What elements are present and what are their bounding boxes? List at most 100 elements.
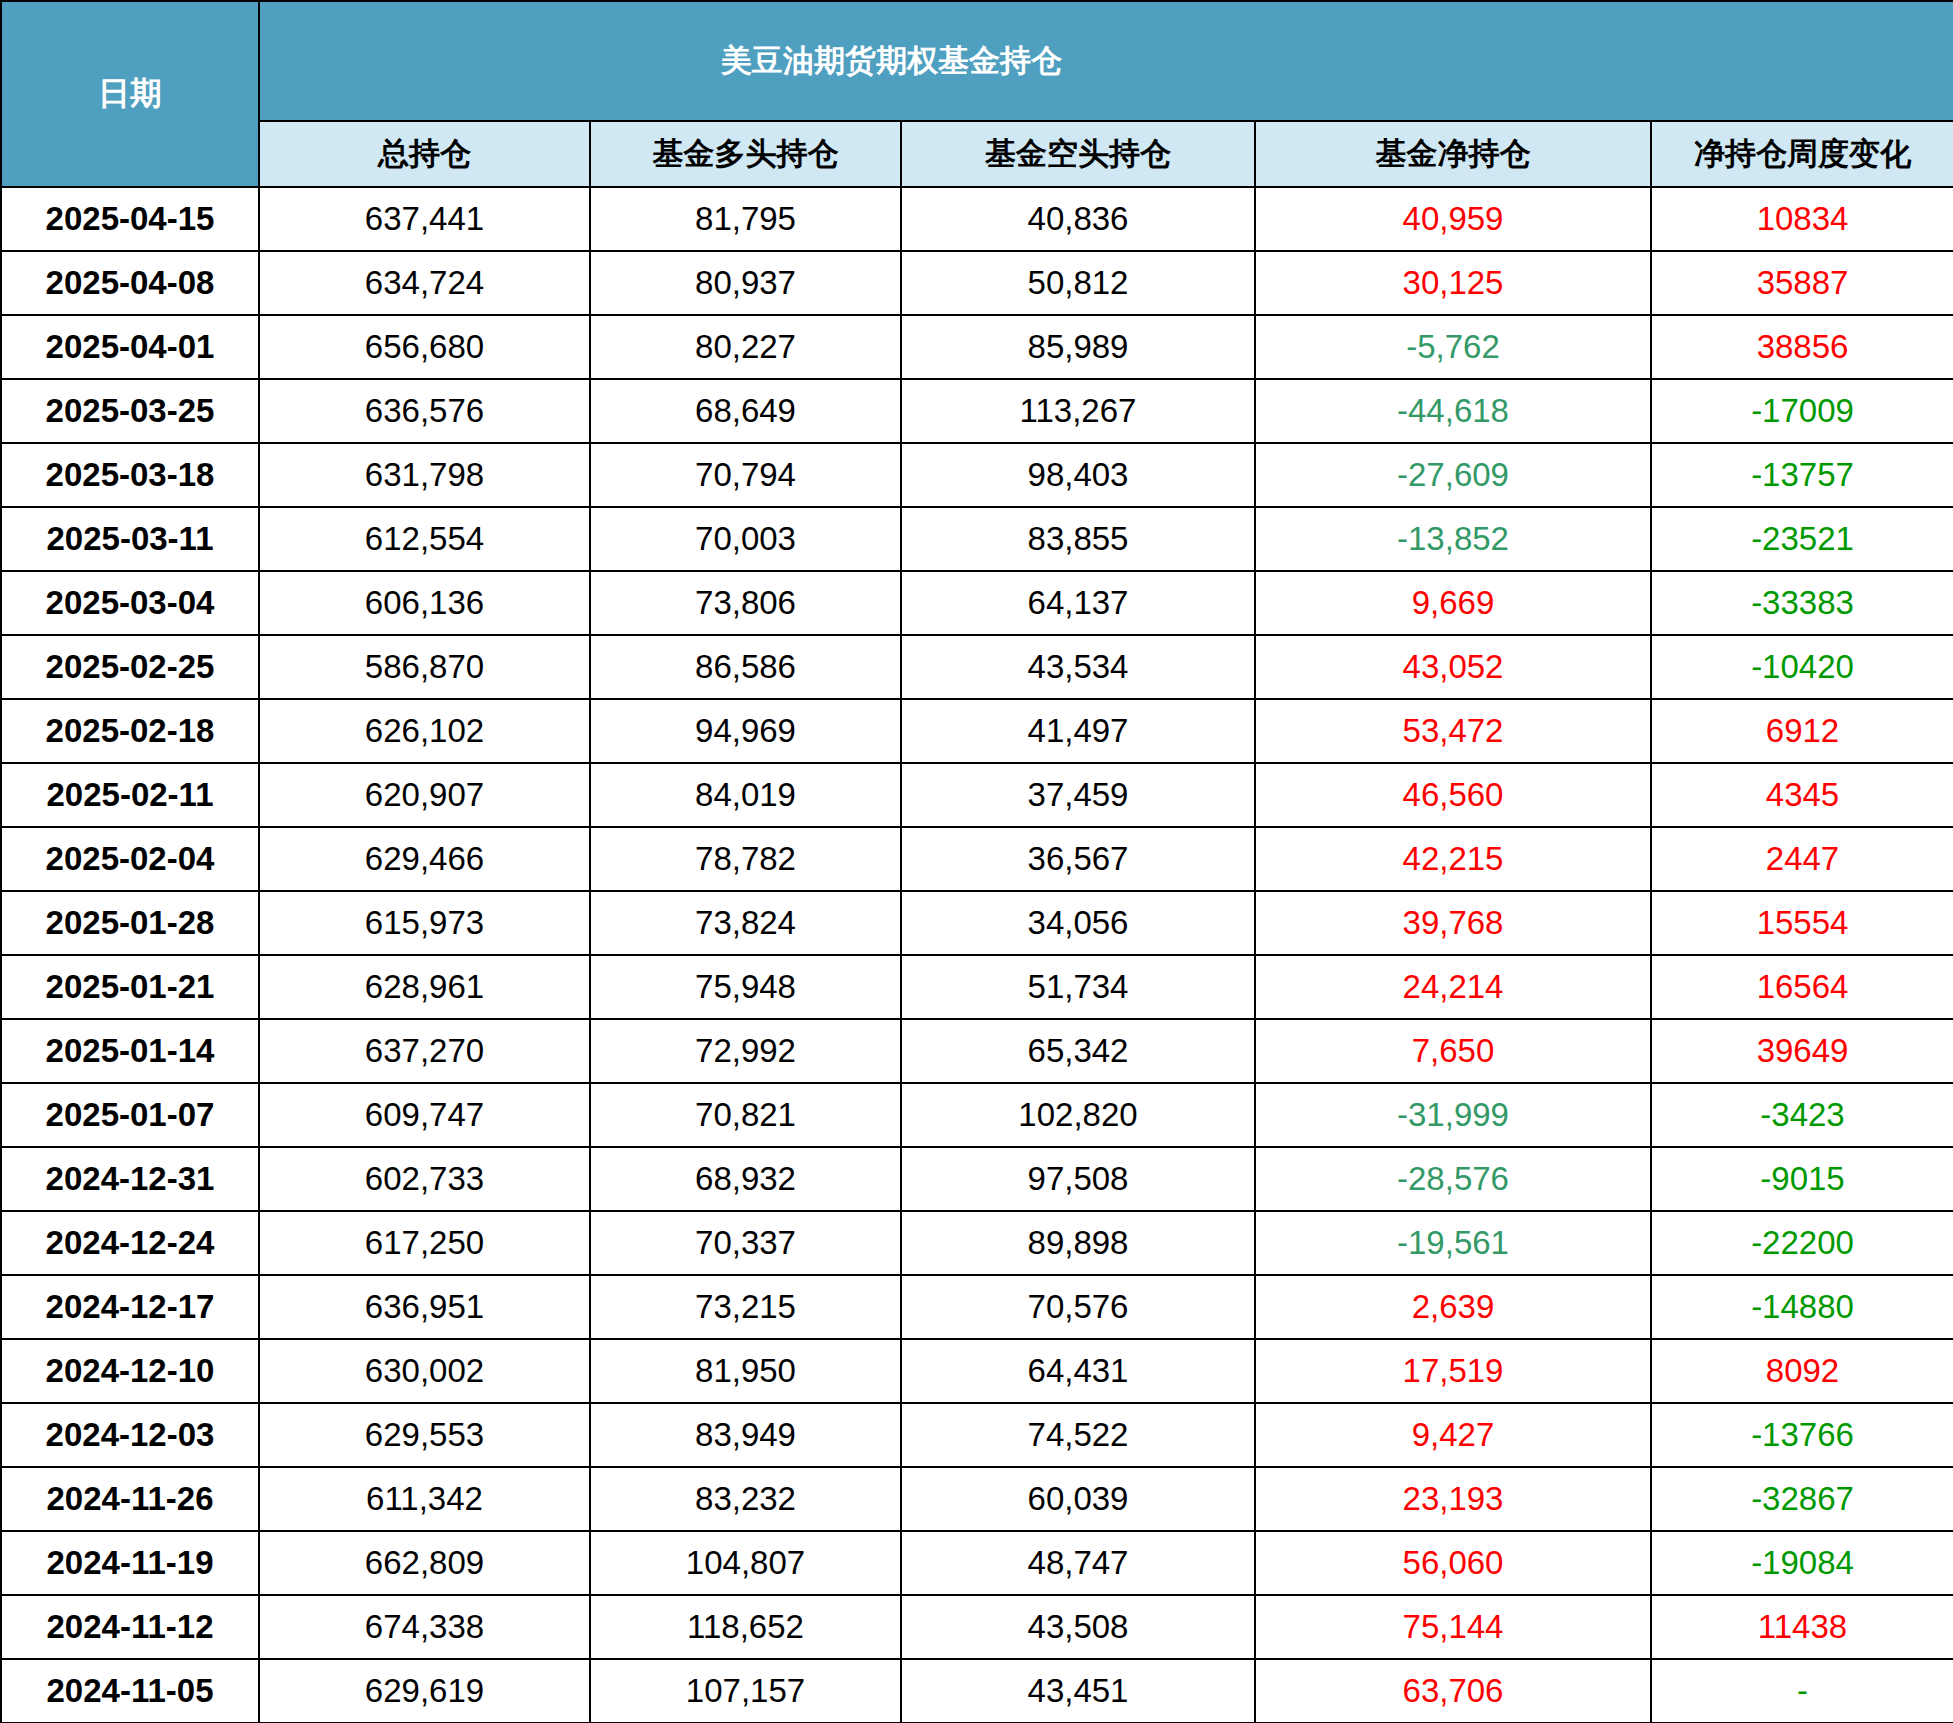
weekly-change-cell: -22200: [1651, 1211, 1953, 1275]
date-cell: 2025-03-04: [1, 571, 259, 635]
weekly-change-cell: -19084: [1651, 1531, 1953, 1595]
fund-long-cell: 70,794: [590, 443, 901, 507]
fund-short-cell: 89,898: [901, 1211, 1255, 1275]
fund-net-cell: 56,060: [1255, 1531, 1651, 1595]
fund-short-cell: 40,836: [901, 187, 1255, 251]
fund-long-cell: 73,215: [590, 1275, 901, 1339]
column-header-fund-net: 基金净持仓: [1255, 121, 1651, 187]
fund-long-cell: 104,807: [590, 1531, 901, 1595]
weekly-change-cell: -3423: [1651, 1083, 1953, 1147]
weekly-change-cell: 39649: [1651, 1019, 1953, 1083]
fund-long-cell: 75,948: [590, 955, 901, 1019]
total-positions-cell: 602,733: [259, 1147, 590, 1211]
weekly-change-cell: -: [1651, 1659, 1953, 1723]
fund-short-cell: 37,459: [901, 763, 1255, 827]
weekly-change-cell: -13766: [1651, 1403, 1953, 1467]
fund-net-cell: -31,999: [1255, 1083, 1651, 1147]
fund-long-cell: 70,337: [590, 1211, 901, 1275]
table-row: 2025-01-07609,74770,821102,820-31,999-34…: [1, 1083, 1953, 1147]
date-cell: 2025-03-11: [1, 507, 259, 571]
total-positions-cell: 631,798: [259, 443, 590, 507]
column-header-fund-short: 基金空头持仓: [901, 121, 1255, 187]
total-positions-cell: 628,961: [259, 955, 590, 1019]
fund-short-cell: 64,431: [901, 1339, 1255, 1403]
fund-short-cell: 97,508: [901, 1147, 1255, 1211]
table-row: 2025-01-21628,96175,94851,73424,21416564: [1, 955, 1953, 1019]
fund-net-cell: 30,125: [1255, 251, 1651, 315]
fund-net-cell: 75,144: [1255, 1595, 1651, 1659]
total-positions-cell: 629,553: [259, 1403, 590, 1467]
fund-short-cell: 43,451: [901, 1659, 1255, 1723]
table-title: 美豆油期货期权基金持仓: [259, 1, 1953, 121]
fund-short-cell: 34,056: [901, 891, 1255, 955]
fund-short-cell: 65,342: [901, 1019, 1255, 1083]
total-positions-cell: 609,747: [259, 1083, 590, 1147]
fund-short-cell: 83,855: [901, 507, 1255, 571]
fund-long-cell: 73,824: [590, 891, 901, 955]
date-cell: 2024-12-10: [1, 1339, 259, 1403]
fund-net-cell: 7,650: [1255, 1019, 1651, 1083]
fund-net-cell: -28,576: [1255, 1147, 1651, 1211]
weekly-change-cell: 38856: [1651, 315, 1953, 379]
fund-long-cell: 68,932: [590, 1147, 901, 1211]
fund-net-cell: 40,959: [1255, 187, 1651, 251]
fund-positions-table: 日期 美豆油期货期权基金持仓 总持仓 基金多头持仓 基金空头持仓 基金净持仓 净…: [0, 0, 1953, 1723]
weekly-change-cell: 15554: [1651, 891, 1953, 955]
total-positions-cell: 637,441: [259, 187, 590, 251]
date-cell: 2025-03-25: [1, 379, 259, 443]
fund-net-cell: 39,768: [1255, 891, 1651, 955]
fund-net-cell: 42,215: [1255, 827, 1651, 891]
table-row: 2025-03-04606,13673,80664,1379,669-33383: [1, 571, 1953, 635]
date-cell: 2025-04-08: [1, 251, 259, 315]
total-positions-cell: 656,680: [259, 315, 590, 379]
fund-long-cell: 81,795: [590, 187, 901, 251]
date-cell: 2025-01-21: [1, 955, 259, 1019]
fund-short-cell: 41,497: [901, 699, 1255, 763]
weekly-change-cell: 10834: [1651, 187, 1953, 251]
fund-net-cell: 17,519: [1255, 1339, 1651, 1403]
weekly-change-cell: -23521: [1651, 507, 1953, 571]
date-cell: 2025-02-18: [1, 699, 259, 763]
fund-long-cell: 73,806: [590, 571, 901, 635]
table-row: 2025-02-11620,90784,01937,45946,5604345: [1, 763, 1953, 827]
fund-long-cell: 81,950: [590, 1339, 901, 1403]
total-positions-cell: 620,907: [259, 763, 590, 827]
table-row: 2025-03-25636,57668,649113,267-44,618-17…: [1, 379, 1953, 443]
fund-net-cell: -27,609: [1255, 443, 1651, 507]
total-positions-cell: 606,136: [259, 571, 590, 635]
fund-long-cell: 84,019: [590, 763, 901, 827]
fund-net-cell: 23,193: [1255, 1467, 1651, 1531]
total-positions-cell: 636,951: [259, 1275, 590, 1339]
fund-long-cell: 118,652: [590, 1595, 901, 1659]
fund-net-cell: 9,669: [1255, 571, 1651, 635]
total-positions-cell: 629,619: [259, 1659, 590, 1723]
fund-long-cell: 107,157: [590, 1659, 901, 1723]
date-cell: 2025-01-28: [1, 891, 259, 955]
fund-long-cell: 80,227: [590, 315, 901, 379]
fund-net-cell: 24,214: [1255, 955, 1651, 1019]
fund-net-cell: 9,427: [1255, 1403, 1651, 1467]
fund-short-cell: 43,508: [901, 1595, 1255, 1659]
fund-net-cell: 63,706: [1255, 1659, 1651, 1723]
weekly-change-cell: -17009: [1651, 379, 1953, 443]
column-header-fund-long: 基金多头持仓: [590, 121, 901, 187]
subheader-row: 总持仓 基金多头持仓 基金空头持仓 基金净持仓 净持仓周度变化: [1, 121, 1953, 187]
fund-net-cell: -13,852: [1255, 507, 1651, 571]
title-row: 日期 美豆油期货期权基金持仓: [1, 1, 1953, 121]
fund-net-cell: -44,618: [1255, 379, 1651, 443]
fund-short-cell: 113,267: [901, 379, 1255, 443]
table-row: 2024-12-31602,73368,93297,508-28,576-901…: [1, 1147, 1953, 1211]
table-row: 2024-12-03629,55383,94974,5229,427-13766: [1, 1403, 1953, 1467]
weekly-change-cell: 8092: [1651, 1339, 1953, 1403]
date-cell: 2024-11-05: [1, 1659, 259, 1723]
total-positions-cell: 674,338: [259, 1595, 590, 1659]
weekly-change-cell: -32867: [1651, 1467, 1953, 1531]
total-positions-cell: 637,270: [259, 1019, 590, 1083]
date-cell: 2025-04-15: [1, 187, 259, 251]
date-cell: 2025-02-25: [1, 635, 259, 699]
total-positions-cell: 662,809: [259, 1531, 590, 1595]
date-cell: 2024-11-26: [1, 1467, 259, 1531]
weekly-change-cell: -14880: [1651, 1275, 1953, 1339]
fund-short-cell: 102,820: [901, 1083, 1255, 1147]
date-cell: 2025-01-14: [1, 1019, 259, 1083]
